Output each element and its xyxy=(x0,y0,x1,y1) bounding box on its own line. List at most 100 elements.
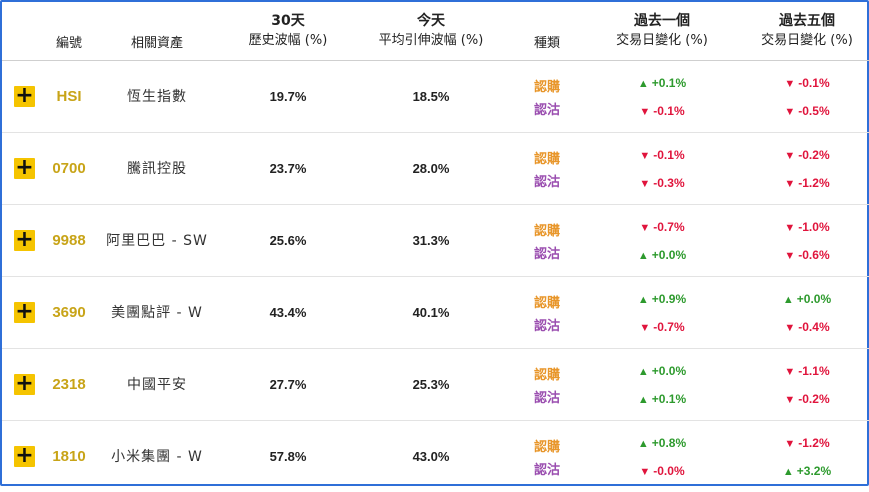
header-chg1-line2: 交易日變化 (%) xyxy=(616,33,708,48)
hist-vol-value: 57.8% xyxy=(269,448,307,464)
expand-plus-icon[interactable]: + xyxy=(14,155,35,180)
expand-plus-icon[interactable]: + xyxy=(14,299,35,324)
header-today-vol: 今天 平均引伸波幅 (%) xyxy=(356,2,506,60)
header-chg1: 過去一個 交易日變化 (%) xyxy=(597,2,727,60)
hist-vol-value: 25.6% xyxy=(269,232,307,248)
chg5-cell: ▼ -1.2% ▲ +3.2% xyxy=(742,436,869,478)
triangle-down-icon: ▼ xyxy=(784,106,796,118)
expand-plus-icon[interactable]: + xyxy=(14,227,35,252)
chg5-cell: ▼ -0.2% ▼ -1.2% xyxy=(742,148,869,190)
asset-name: 騰訊控股 xyxy=(127,161,187,177)
put-type-label[interactable]: 認沽 xyxy=(533,175,560,190)
today-vol-value: 43.0% xyxy=(412,448,450,464)
today-vol-value: 28.0% xyxy=(412,160,450,176)
chg1-cell-value: ▲ +0.9% xyxy=(638,292,686,306)
asset-name: 恆生指數 xyxy=(127,89,187,105)
header-type: 種類 xyxy=(517,2,577,60)
triangle-down-icon: ▼ xyxy=(639,150,651,162)
chg1-cell: ▼ -0.1% ▼ -0.3% xyxy=(597,148,727,190)
chg5-cell-value: ▼ -1.2% xyxy=(784,436,829,450)
call-type-label[interactable]: 認購 xyxy=(533,152,560,167)
code-link[interactable]: 3690 xyxy=(52,303,86,321)
code-link[interactable]: 1810 xyxy=(52,447,86,465)
chg5-cell-value: ▼ -0.4% xyxy=(784,320,829,334)
header-asset-label: 相關資產 xyxy=(130,35,183,51)
warrant-types: 認購 認沽 xyxy=(517,148,577,190)
table-row: +9988 阿里巴巴 - SW 25.6% 31.3% 認購認沽 ▼ -0.7% ▲ +0.0%… xyxy=(2,204,869,277)
hist-vol-value: 43.4% xyxy=(269,304,307,320)
chg1-cell-value: ▼ -0.0% xyxy=(639,464,684,478)
put-type-label[interactable]: 認沽 xyxy=(533,391,560,406)
code-link[interactable]: 2318 xyxy=(52,375,86,393)
triangle-up-icon: ▲ xyxy=(782,294,794,306)
triangle-up-icon: ▲ xyxy=(637,250,649,262)
warrant-types: 認購 認沽 xyxy=(517,292,577,334)
put-type-label[interactable]: 認沽 xyxy=(533,319,560,334)
chg5-cell: ▼ -0.1% ▼ -0.5% xyxy=(742,76,869,118)
triangle-down-icon: ▼ xyxy=(639,322,651,334)
expand-plus-icon[interactable]: + xyxy=(14,83,35,108)
chg5-cell-number: -0.1% xyxy=(798,76,830,90)
call-type-label[interactable]: 認購 xyxy=(533,440,560,455)
put-type-label[interactable]: 認沽 xyxy=(533,103,560,118)
chg1-cell-value: ▼ -0.7% xyxy=(639,220,684,234)
today-vol-value: 40.1% xyxy=(412,304,450,320)
table-row: + HSI 恆生指數 19.7% 18.5% 認購 認沽 ▲ +0.1% ▼ -0.1% ▼ -0.1%… xyxy=(2,60,869,133)
call-type-label[interactable]: 認購 xyxy=(533,296,560,311)
header-chg5-line1: 過去五個 xyxy=(779,13,835,29)
asset-name: 中國平安 xyxy=(127,377,187,393)
chg5-cell-value: ▲ +0.0% xyxy=(783,292,831,306)
triangle-down-icon: ▼ xyxy=(784,250,796,262)
chg5-cell-number: -0.6% xyxy=(798,248,830,262)
header-code-label: 編號 xyxy=(55,35,82,51)
chg1-cell: ▼ -0.7% ▲ +0.0% xyxy=(597,220,727,262)
chg1-cell-number: +0.0% xyxy=(651,364,687,378)
asset-name: 阿里巴巴 - SW xyxy=(106,233,208,249)
chg5-cell-value: ▼ -1.1% xyxy=(784,364,829,378)
triangle-up-icon: ▲ xyxy=(637,394,649,406)
chg5-cell-value: ▼ -1.2% xyxy=(784,176,829,190)
asset-name: 小米集團 - W xyxy=(111,449,203,465)
header-chg1-line1: 過去一個 xyxy=(634,13,690,29)
header-hist-vol: 30天 歷史波幅 (%) xyxy=(220,2,356,60)
expand-plus-icon[interactable]: + xyxy=(14,371,35,396)
chg1-cell-value: ▲ +0.1% xyxy=(638,76,686,90)
call-type-label[interactable]: 認購 xyxy=(533,224,560,239)
hist-vol-value: 27.7% xyxy=(269,376,307,392)
call-type-label[interactable]: 認購 xyxy=(533,368,560,383)
chg5-cell-value: ▼ -0.2% xyxy=(784,148,829,162)
chg1-cell-number: -0.1% xyxy=(653,148,685,162)
put-type-label[interactable]: 認沽 xyxy=(533,247,560,262)
header-chg5: 過去五個 交易日變化 (%) xyxy=(742,2,869,60)
chg5-cell: ▼ -1.1% ▼ -0.2% xyxy=(742,364,869,406)
triangle-down-icon: ▼ xyxy=(784,366,796,378)
header-code: 編號 xyxy=(44,2,94,60)
code-link[interactable]: 0700 xyxy=(52,159,86,177)
call-type-label[interactable]: 認購 xyxy=(533,80,560,95)
chg5-cell-number: +0.0% xyxy=(796,292,832,306)
triangle-up-icon: ▲ xyxy=(637,294,649,306)
chg1-cell-number: -0.7% xyxy=(653,320,685,334)
today-vol-value: 31.3% xyxy=(412,232,450,248)
triangle-down-icon: ▼ xyxy=(784,78,796,90)
chg1-cell-number: +0.0% xyxy=(651,248,687,262)
header-today-vol-line2: 平均引伸波幅 (%) xyxy=(378,33,484,48)
code-link[interactable]: 9988 xyxy=(52,231,86,249)
chg1-cell-value: ▲ +0.8% xyxy=(638,436,686,450)
chg1-cell: ▲ +0.0% ▲ +0.1% xyxy=(597,364,727,406)
triangle-down-icon: ▼ xyxy=(639,178,651,190)
put-type-label[interactable]: 認沽 xyxy=(533,463,560,478)
expand-plus-icon[interactable]: + xyxy=(14,443,35,468)
chg1-cell: ▲ +0.9% ▼ -0.7% xyxy=(597,292,727,334)
chg5-cell: ▲ +0.0% ▼ -0.4% xyxy=(742,292,869,334)
chg1-cell-value: ▲ +0.0% xyxy=(638,248,686,262)
triangle-down-icon: ▼ xyxy=(784,150,796,162)
chg1-cell-number: -0.1% xyxy=(653,104,685,118)
code-link[interactable]: HSI xyxy=(56,87,82,105)
warrant-types: 認購 認沽 xyxy=(517,76,577,118)
chg5-cell-value: ▲ +3.2% xyxy=(783,464,831,478)
triangle-down-icon: ▼ xyxy=(639,466,651,478)
triangle-down-icon: ▼ xyxy=(784,438,796,450)
chg1-cell-value: ▲ +0.1% xyxy=(638,392,686,406)
